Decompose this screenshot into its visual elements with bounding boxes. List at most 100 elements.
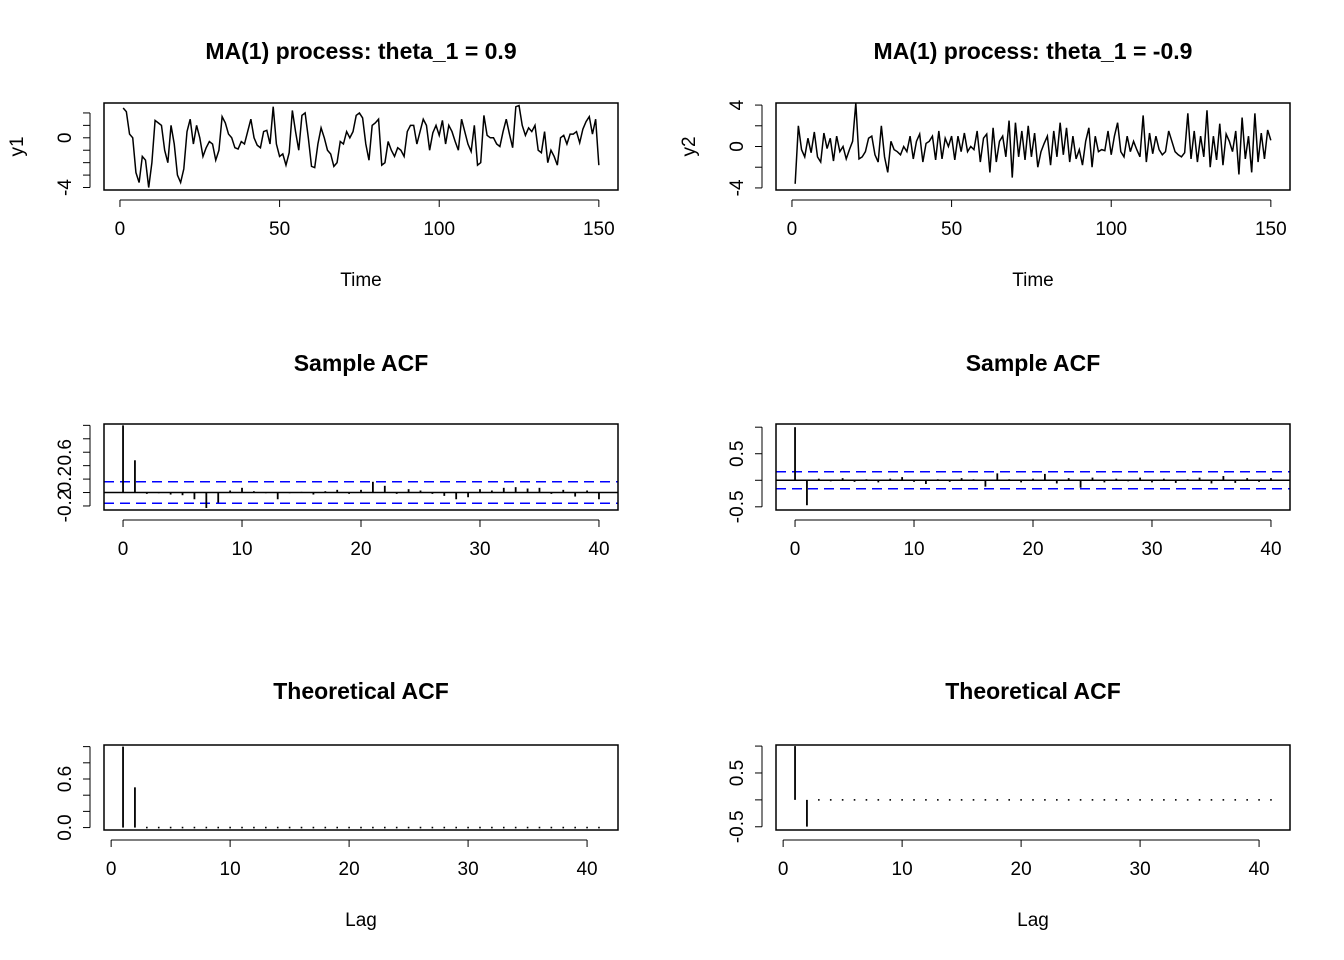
acf-point xyxy=(1186,799,1189,801)
panel: Sample ACF 0 10 20 30 40 -0.20.20.6 xyxy=(55,350,619,560)
plot-frame xyxy=(775,744,1291,831)
acf-point xyxy=(157,826,160,829)
acf-point xyxy=(395,826,398,829)
y-tick-label: -0.5 xyxy=(727,810,748,843)
x-tick-label: 10 xyxy=(903,539,924,560)
x-axis-label: Time xyxy=(1012,270,1054,291)
y-tick-label: -0.2 xyxy=(55,490,76,523)
acf-point xyxy=(288,826,291,829)
plot-frame xyxy=(775,102,1291,191)
acf-point xyxy=(1020,799,1022,801)
acf-point xyxy=(146,826,148,829)
acf-point xyxy=(948,799,951,801)
acf-point xyxy=(889,799,892,801)
x-tick-label: 150 xyxy=(1255,219,1287,240)
acf-point xyxy=(1103,799,1106,801)
acf-point xyxy=(241,826,243,829)
acf-point xyxy=(479,826,481,829)
acf-point xyxy=(1055,799,1058,801)
x-tick-label: 50 xyxy=(941,219,962,240)
acf-point xyxy=(372,826,374,829)
series-line xyxy=(794,102,1272,184)
acf-point xyxy=(538,826,541,829)
acf-point xyxy=(253,826,255,829)
y-tick-label: 4 xyxy=(727,99,748,110)
x-tick-label: 0 xyxy=(778,859,789,880)
acf-point xyxy=(181,826,184,829)
acf-point xyxy=(972,799,975,801)
plot-frame xyxy=(103,744,619,831)
acf-point xyxy=(407,826,410,829)
acf-point xyxy=(865,799,868,801)
y-tick-label: 0.5 xyxy=(727,760,748,786)
x-tick-label: 40 xyxy=(1260,539,1281,560)
x-tick-label: 40 xyxy=(1248,859,1269,880)
x-axis-label: Lag xyxy=(1017,910,1049,931)
x-tick-label: 0 xyxy=(787,219,798,240)
panel-title: MA(1) process: theta_1 = -0.9 xyxy=(874,38,1193,64)
panel: Theoretical ACF Lag 0 10 20 30 40 -0.5 0.5 xyxy=(727,678,1291,931)
plot-frame xyxy=(103,102,619,191)
x-tick-label: 0 xyxy=(790,539,801,560)
acf-point xyxy=(431,826,434,829)
acf-point xyxy=(443,826,446,829)
acf-point xyxy=(491,826,493,829)
x-tick-label: 0 xyxy=(118,539,129,560)
x-tick-label: 10 xyxy=(892,859,913,880)
x-tick-label: 50 xyxy=(269,219,290,240)
y-tick-label: -0.5 xyxy=(727,490,748,523)
acf-point xyxy=(562,826,565,829)
y-tick-label: 0.5 xyxy=(727,441,748,467)
panel-title: Sample ACF xyxy=(966,350,1101,376)
y-tick-label: 0.6 xyxy=(55,439,76,465)
acf-point xyxy=(1139,799,1141,801)
x-tick-label: 20 xyxy=(1022,539,1043,560)
panel: Theoretical ACF Lag 0 10 20 30 40 0.0 0.6 xyxy=(55,678,619,931)
acf-point xyxy=(1044,799,1046,801)
plot-frame xyxy=(103,423,619,511)
y-tick-label: -4 xyxy=(55,179,76,196)
acf-point xyxy=(348,826,350,829)
acf-point xyxy=(467,826,469,829)
x-tick-label: 20 xyxy=(350,539,371,560)
x-tick-label: 30 xyxy=(458,859,479,880)
x-axis-label: Lag xyxy=(345,910,377,931)
acf-point xyxy=(312,826,315,829)
acf-point xyxy=(1079,799,1082,801)
panel-title: MA(1) process: theta_1 = 0.9 xyxy=(205,38,516,64)
acf-point xyxy=(276,826,279,829)
acf-point xyxy=(229,826,231,829)
acf-point xyxy=(300,826,303,829)
acf-point xyxy=(205,826,208,829)
x-tick-label: 10 xyxy=(231,539,252,560)
acf-point xyxy=(937,799,939,801)
x-tick-label: 30 xyxy=(1141,539,1162,560)
acf-point xyxy=(913,799,915,801)
acf-point xyxy=(1115,799,1118,801)
acf-point xyxy=(1258,799,1260,801)
acf-point xyxy=(1127,799,1129,801)
acf-point xyxy=(1222,799,1225,801)
acf-point xyxy=(265,826,267,829)
acf-point xyxy=(1210,799,1213,801)
panel: MA(1) process: theta_1 = -0.9 Time y2 0 50 10… xyxy=(679,38,1291,291)
acf-point xyxy=(455,826,457,829)
x-tick-label: 0 xyxy=(115,219,126,240)
x-tick-label: 30 xyxy=(1130,859,1151,880)
acf-point xyxy=(996,799,999,801)
acf-point xyxy=(1174,799,1177,801)
acf-point xyxy=(526,826,529,829)
panel-title: Theoretical ACF xyxy=(273,678,449,704)
x-tick-label: 0 xyxy=(106,859,117,880)
acf-point xyxy=(960,799,963,801)
acf-point xyxy=(1163,799,1165,801)
panel: MA(1) process: theta_1 = 0.9 Time y1 0 50 100… xyxy=(7,38,619,291)
acf-point xyxy=(925,799,927,801)
x-tick-label: 20 xyxy=(339,859,360,880)
panel-title: Theoretical ACF xyxy=(945,678,1121,704)
acf-point xyxy=(360,826,362,829)
acf-point xyxy=(193,826,196,829)
acf-point xyxy=(324,826,327,829)
acf-point xyxy=(984,799,987,801)
